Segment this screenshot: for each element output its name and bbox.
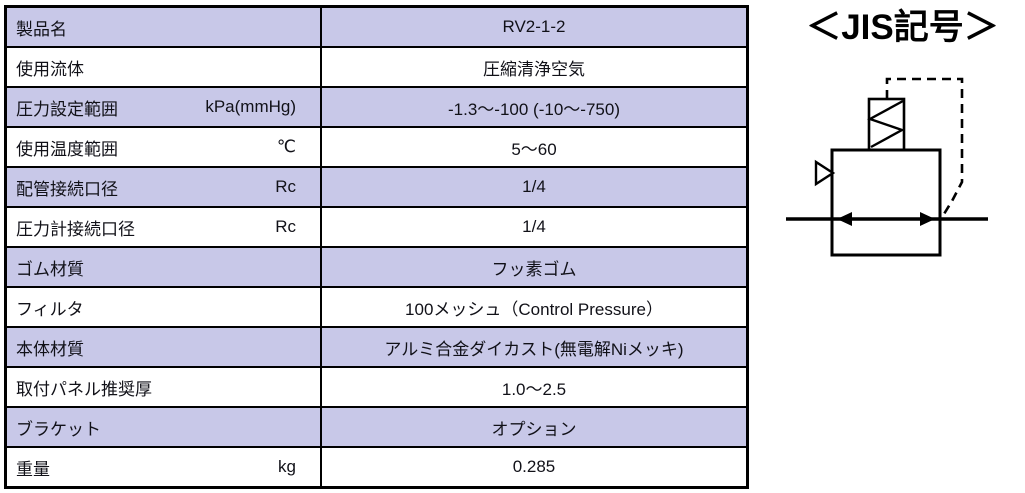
spec-label-cell: 使用温度範囲 ℃: [4, 126, 322, 168]
table-row: 使用流体 圧縮清浄空気: [4, 46, 749, 88]
table-row: 圧力設定範囲 kPa(mmHg) -1.3〜-100 (-10〜-750): [4, 86, 749, 128]
row-label: 使用温度範囲: [16, 139, 118, 159]
row-value: 1/4: [320, 206, 749, 248]
table-row: 取付パネル推奨厚 1.0〜2.5: [4, 366, 749, 408]
spec-label-cell: フィルタ: [4, 286, 322, 328]
jis-panel: ＜JIS記号＞: [780, 0, 1025, 290]
row-label: 配管接続口径: [16, 179, 118, 199]
row-label: 重量: [16, 459, 50, 479]
table-row: 重量 kg 0.285: [4, 446, 749, 489]
jis-title: ＜JIS記号＞: [806, 8, 999, 47]
spec-label-cell: 重量 kg: [4, 446, 322, 489]
row-value: アルミ合金ダイカスト(無電解Niメッキ): [320, 326, 749, 368]
row-unit: Rc: [275, 177, 296, 196]
row-value: フッ素ゴム: [320, 246, 749, 288]
row-label: フィルタ: [16, 299, 84, 319]
row-label: 使用流体: [16, 59, 84, 79]
row-label: 圧力計接続口径: [16, 219, 135, 239]
spec-table: 製品名 RV2-1-2 使用流体 圧縮清浄空気 圧力設定範囲 kPa(mmHg)…: [4, 5, 749, 489]
spec-label-cell: 圧力計接続口径 Rc: [4, 206, 322, 248]
table-row: 本体材質 アルミ合金ダイカスト(無電解Niメッキ): [4, 326, 749, 368]
spring-zigzag-icon: [867, 99, 905, 148]
table-row: ブラケット オプション: [4, 406, 749, 448]
row-label: ブラケット: [16, 419, 101, 439]
table-row: 圧力計接続口径 Rc 1/4: [4, 206, 749, 248]
arrowhead-right-icon: [920, 211, 935, 226]
pilot-line-dashed: [885, 77, 964, 215]
jis-symbol-diagram: [786, 77, 988, 257]
row-label: 製品名: [16, 19, 67, 39]
row-label: 本体材質: [16, 339, 84, 359]
row-unit: kg: [278, 457, 296, 476]
spec-table-body: 製品名 RV2-1-2 使用流体 圧縮清浄空気 圧力設定範囲 kPa(mmHg)…: [4, 5, 749, 489]
row-value: 5〜60: [320, 126, 749, 168]
row-value: -1.3〜-100 (-10〜-750): [320, 86, 749, 128]
table-row: 使用温度範囲 ℃ 5〜60: [4, 126, 749, 168]
row-value: RV2-1-2: [320, 5, 749, 48]
row-value: 0.285: [320, 446, 749, 489]
spec-label-cell: 本体材質: [4, 326, 322, 368]
table-row: 配管接続口径 Rc 1/4: [4, 166, 749, 208]
row-value: オプション: [320, 406, 749, 448]
table-row: ゴム材質 フッ素ゴム: [4, 246, 749, 288]
table-row: フィルタ 100メッシュ（Control Pressure）: [4, 286, 749, 328]
row-value: 圧縮清浄空気: [320, 46, 749, 88]
spec-label-cell: 製品名: [4, 5, 322, 48]
arrowhead-left-icon: [837, 211, 852, 226]
row-unit: kPa(mmHg): [205, 97, 296, 116]
spec-label-cell: 圧力設定範囲 kPa(mmHg): [4, 86, 322, 128]
row-value: 1.0〜2.5: [320, 366, 749, 408]
spec-label-cell: 使用流体: [4, 46, 322, 88]
spec-label-cell: ブラケット: [4, 406, 322, 448]
row-label: ゴム材質: [16, 259, 84, 279]
row-label: 圧力設定範囲: [16, 99, 118, 119]
spec-label-cell: 取付パネル推奨厚: [4, 366, 322, 408]
row-value: 1/4: [320, 166, 749, 208]
relief-triangle-icon: [814, 159, 836, 186]
row-value: 100メッシュ（Control Pressure）: [320, 286, 749, 328]
row-unit: Rc: [275, 217, 296, 236]
row-label: 取付パネル推奨厚: [16, 379, 152, 399]
row-unit: ℃: [276, 137, 296, 156]
valve-body: [830, 148, 942, 257]
table-row: 製品名 RV2-1-2: [4, 5, 749, 48]
spec-label-cell: 配管接続口径 Rc: [4, 166, 322, 208]
spec-label-cell: ゴム材質: [4, 246, 322, 288]
